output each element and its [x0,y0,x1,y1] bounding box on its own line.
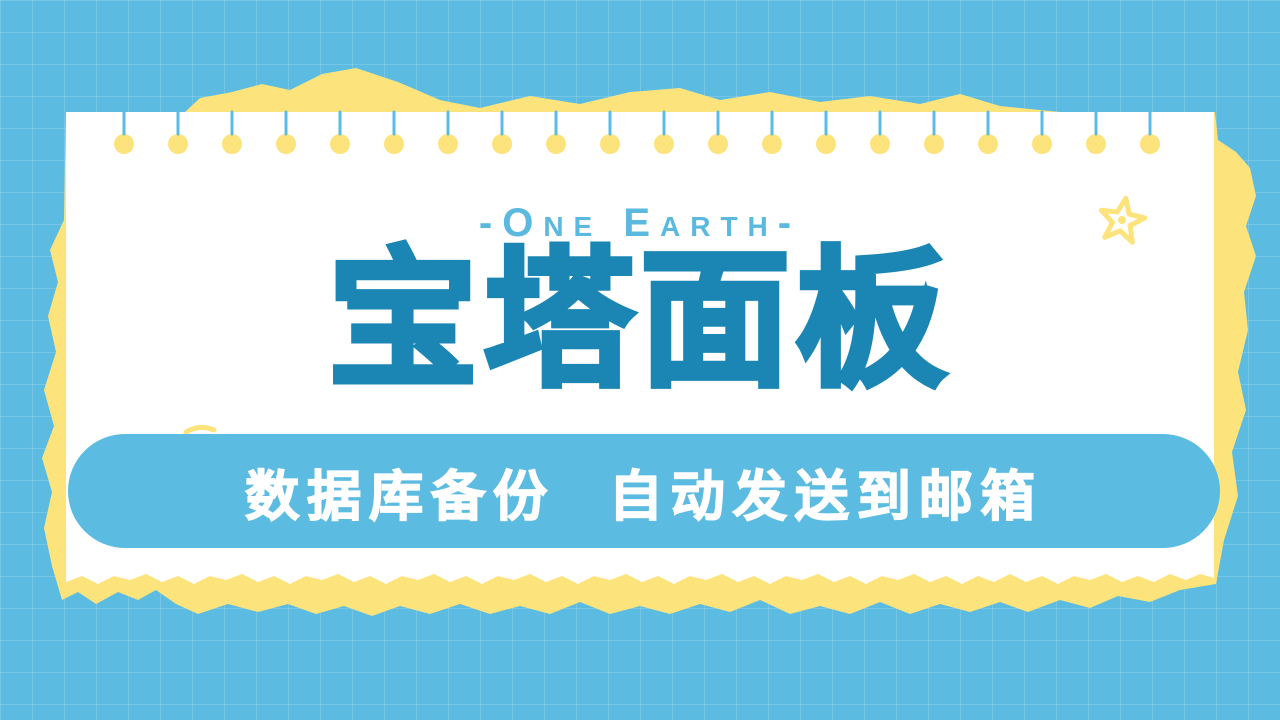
binding-hole-slits [122,110,1152,136]
binding-holes [114,134,1160,154]
star-icon [1098,195,1148,245]
banner: 数据库备份 自动发送到邮箱 [68,434,1220,548]
subtitle: -One Earth- [478,201,802,245]
yellow-swoosh [183,424,217,435]
main-title: 宝塔面板 [325,234,952,409]
banner-text: 数据库备份 自动发送到邮箱 [244,464,1043,529]
